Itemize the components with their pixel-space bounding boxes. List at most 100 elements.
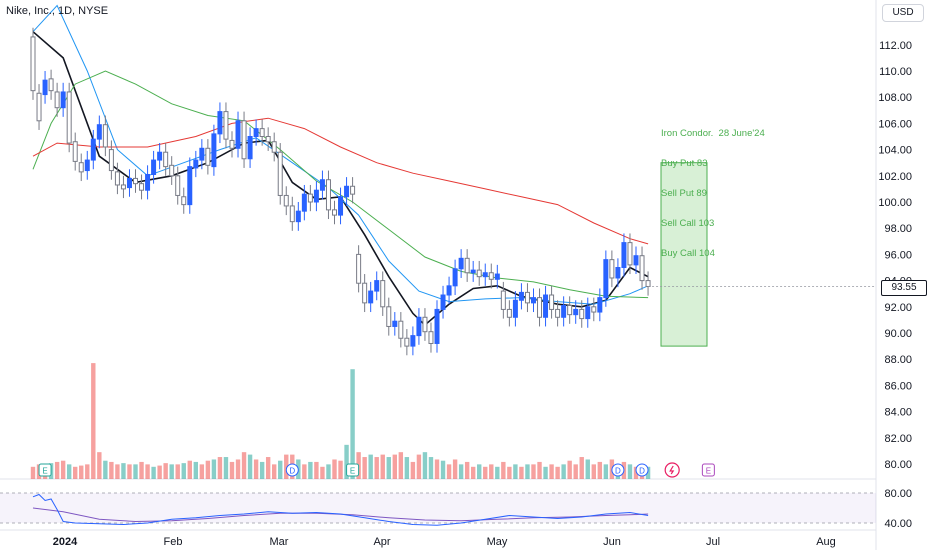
volume-bar xyxy=(470,466,476,479)
candle-body xyxy=(84,159,90,172)
candle-body xyxy=(145,173,151,191)
candle-body xyxy=(48,78,54,92)
candle-body xyxy=(325,179,331,211)
symbol-title[interactable]: Nike, Inc., 1D, NYSE xyxy=(6,5,109,17)
candle-body xyxy=(567,304,573,316)
candle-body xyxy=(217,111,223,135)
candle-body xyxy=(428,331,434,344)
candle-body xyxy=(494,273,500,280)
iron-condor-note: Iron Condor. 28 June'24 Buy Put 83 Sell … xyxy=(661,109,765,269)
candle-body xyxy=(530,297,536,304)
volume-bar xyxy=(54,461,60,479)
earnings-icon xyxy=(346,463,360,477)
candle-body xyxy=(193,159,199,169)
candle-body xyxy=(66,91,72,144)
candle-body xyxy=(464,257,470,274)
volume-bar xyxy=(344,444,349,479)
candle-body xyxy=(265,136,271,143)
price-tick-label: 104.00 xyxy=(878,145,912,157)
price-tick-label: 90.00 xyxy=(884,328,912,340)
volume-bar xyxy=(79,465,84,479)
volume-bar xyxy=(428,457,434,479)
volume-bar xyxy=(115,464,120,479)
candle-body xyxy=(416,316,422,337)
candle-body xyxy=(223,111,229,140)
time-tick-label: 2024 xyxy=(53,536,78,548)
volume-bar xyxy=(585,459,590,479)
volume-bar xyxy=(332,459,337,479)
candle-body xyxy=(247,136,253,160)
candle-body xyxy=(543,294,549,318)
iron-condor-range-box xyxy=(660,162,708,347)
price-tick-label: 102.00 xyxy=(878,171,912,183)
price-tick-label: 80.00 xyxy=(884,459,912,471)
candle-body xyxy=(506,308,512,318)
candle-body xyxy=(319,179,325,191)
volume-bar xyxy=(241,452,247,479)
candle-body xyxy=(277,151,283,196)
price-tick-label: 110.00 xyxy=(879,66,912,78)
volume-bar xyxy=(597,461,603,479)
candle-body xyxy=(102,124,108,148)
rsi-band xyxy=(0,493,876,523)
volume-bar xyxy=(398,452,404,479)
candle-body xyxy=(151,159,157,175)
candle-body xyxy=(603,259,609,299)
candle-body xyxy=(627,242,633,266)
volume-bar xyxy=(573,464,578,479)
volume-bar xyxy=(525,464,530,479)
candle-body xyxy=(205,147,211,166)
candle-body xyxy=(199,147,205,161)
candle-body xyxy=(253,128,259,137)
price-tick-label: 86.00 xyxy=(884,380,912,392)
volume-bar xyxy=(187,460,192,479)
volume-bar xyxy=(205,460,211,479)
dividend-icon xyxy=(611,463,625,477)
candle-body xyxy=(301,193,307,212)
volume-bar xyxy=(235,459,241,479)
volume-bar xyxy=(531,464,536,479)
candle-body xyxy=(585,306,591,320)
dividend-marker-label: D xyxy=(639,467,645,476)
currency-button[interactable]: USD xyxy=(882,4,924,22)
time-tick-label: Mar xyxy=(270,536,289,548)
note-line-1: Iron Condor. 28 June'24 xyxy=(661,128,765,139)
time-tick-label: Jun xyxy=(603,536,621,548)
volume-bar xyxy=(199,464,205,479)
volume-bar xyxy=(127,464,132,479)
candle-body xyxy=(120,184,126,190)
volume-bar xyxy=(513,464,518,479)
volume-bar xyxy=(169,464,174,479)
candle-body xyxy=(434,308,440,344)
volume-bar xyxy=(265,457,271,479)
candle-body xyxy=(518,291,524,301)
last-price-tag: 93.55 xyxy=(881,280,927,296)
candle-body xyxy=(36,92,42,122)
price-tick-label: 112.00 xyxy=(879,40,912,52)
rsi-line xyxy=(32,493,649,526)
candle-body xyxy=(229,139,235,149)
time-tick-label: Aug xyxy=(816,536,836,548)
volume-bar xyxy=(537,461,542,479)
volume-bar xyxy=(422,452,428,479)
candle-body xyxy=(440,294,446,310)
volume-bar xyxy=(302,464,307,479)
candle-body xyxy=(555,308,561,318)
volume-bar xyxy=(247,454,253,479)
candle-body xyxy=(332,209,337,216)
volume-bar xyxy=(175,464,180,479)
volume-bar xyxy=(452,459,458,479)
volume-bar xyxy=(91,363,96,479)
volume-bar xyxy=(501,461,506,479)
volume-bar xyxy=(278,460,283,479)
price-tick-label: 100.00 xyxy=(878,197,912,209)
candle-body xyxy=(241,120,247,160)
volume-bar xyxy=(253,459,259,479)
price-tick-label: 98.00 xyxy=(884,223,912,235)
candle-body xyxy=(398,320,404,339)
candle-body xyxy=(187,166,193,206)
volume-bar xyxy=(284,454,289,479)
volume-bar xyxy=(567,460,572,479)
candle-body xyxy=(169,164,175,177)
